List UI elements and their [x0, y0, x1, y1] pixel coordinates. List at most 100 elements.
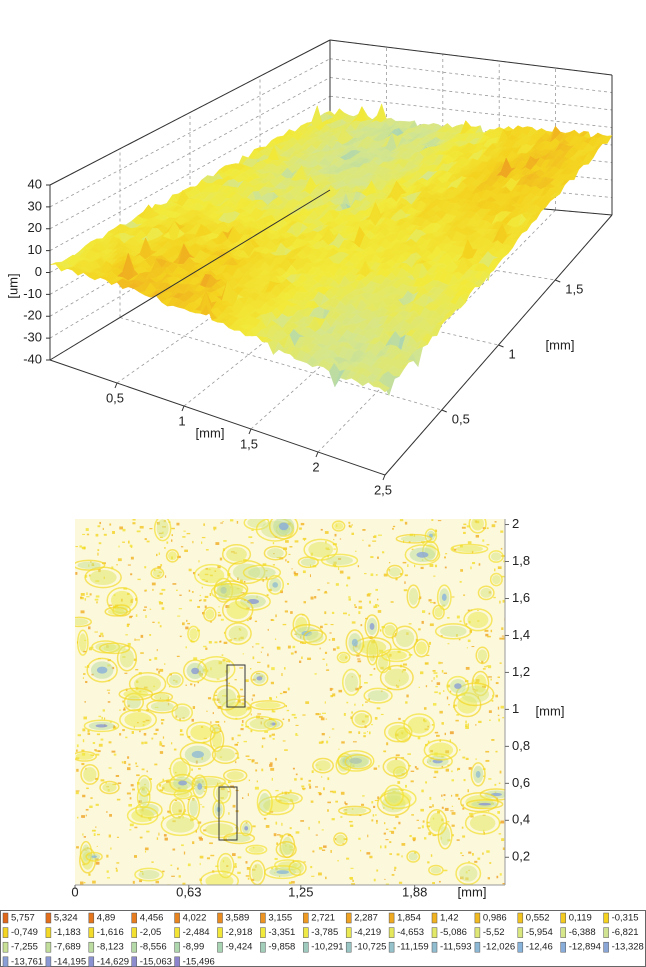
legend-swatch: [260, 927, 266, 938]
speck: [106, 689, 111, 691]
z-tick-label: -40: [23, 351, 42, 366]
speck: [135, 765, 139, 767]
speck: [405, 784, 407, 788]
speck: [245, 822, 248, 824]
speck: [182, 622, 185, 626]
speck: [185, 684, 187, 686]
y-tick-label: 1,8: [512, 553, 530, 568]
legend-swatch: [45, 941, 52, 953]
legend-swatch: [603, 912, 609, 924]
speck: [482, 668, 486, 670]
speck: [152, 621, 155, 623]
speck: [95, 595, 100, 598]
blob: [440, 826, 451, 846]
blob: [386, 564, 404, 579]
speck: [275, 614, 277, 618]
legend-label: 3,589: [226, 913, 250, 924]
speck: [125, 634, 128, 636]
speck: [76, 768, 79, 772]
speck: [276, 696, 278, 699]
blob: [99, 780, 120, 795]
speck: [148, 778, 153, 781]
blob: [477, 585, 495, 601]
z-tick-label: 20: [28, 220, 42, 235]
speck: [248, 536, 253, 539]
speck: [451, 794, 453, 797]
speck: [149, 528, 153, 530]
blob: [437, 822, 453, 850]
speck: [325, 669, 330, 671]
speck: [172, 848, 176, 851]
speck: [252, 825, 256, 828]
speck: [207, 697, 212, 700]
speck: [385, 839, 389, 841]
speck: [450, 810, 454, 812]
speck: [373, 667, 376, 670]
legend-swatch: [474, 912, 481, 924]
speck: [284, 749, 288, 751]
speck: [91, 829, 96, 832]
speck: [326, 740, 329, 744]
speck: [319, 647, 321, 650]
speck: [200, 599, 202, 601]
speck: [435, 675, 438, 678]
speck: [455, 793, 459, 797]
speck: [218, 606, 220, 608]
speck: [237, 856, 242, 859]
speck: [368, 698, 371, 701]
blob: [459, 865, 478, 882]
x-tick-label: 0,63: [176, 884, 201, 899]
speck: [251, 698, 253, 701]
speck: [325, 718, 328, 720]
speck: [188, 568, 192, 572]
speck: [395, 815, 399, 818]
speck: [197, 573, 200, 576]
blob-core: [244, 826, 249, 831]
blob: [388, 724, 409, 740]
speck: [144, 538, 147, 541]
speck: [475, 534, 480, 538]
legend-swatch: [45, 927, 52, 938]
speck: [123, 707, 126, 710]
speck: [441, 722, 444, 725]
legend-swatch: [345, 927, 352, 938]
speck: [331, 611, 335, 614]
speck: [373, 878, 376, 882]
speck: [373, 535, 377, 538]
speck: [391, 874, 395, 876]
legend-label: 1,854: [397, 913, 421, 924]
blob: [266, 574, 285, 595]
speck: [129, 823, 134, 827]
speck: [287, 687, 290, 691]
speck: [404, 521, 408, 525]
speck: [354, 703, 356, 706]
legend-swatch: [388, 912, 395, 924]
blob: [153, 693, 170, 701]
speck: [284, 610, 288, 613]
blob-core: [191, 750, 204, 759]
speck: [97, 525, 101, 528]
speck: [286, 709, 290, 712]
speck: [444, 732, 446, 736]
blob: [308, 541, 334, 558]
speck: [144, 850, 147, 853]
speck: [343, 838, 348, 841]
speck: [245, 755, 250, 757]
speck: [373, 605, 378, 609]
legend-label: -2,918: [226, 927, 253, 938]
blob: [221, 543, 252, 565]
legend-swatch: [560, 912, 566, 924]
blob: [384, 624, 396, 636]
speck: [359, 674, 361, 678]
speck: [257, 713, 262, 715]
speck: [279, 692, 283, 695]
speck: [256, 780, 258, 783]
speck: [321, 732, 325, 736]
speck: [157, 621, 160, 624]
speck: [135, 639, 140, 641]
legend-swatch: [217, 927, 223, 938]
blob: [470, 762, 486, 787]
speck: [233, 786, 235, 789]
speck: [289, 827, 292, 830]
speck: [84, 701, 86, 703]
